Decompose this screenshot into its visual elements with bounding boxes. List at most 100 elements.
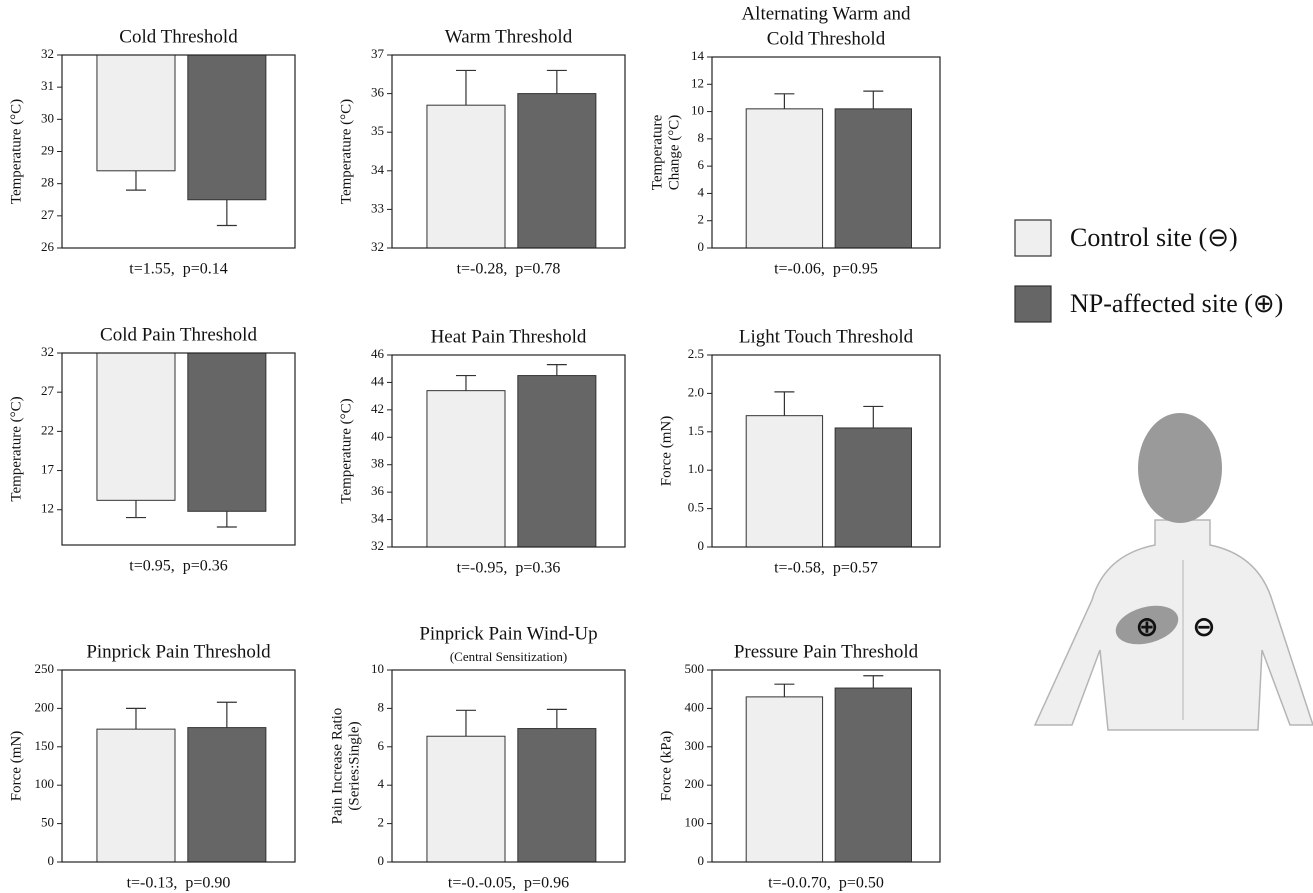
bar bbox=[97, 55, 175, 171]
y-tick-label: 100 bbox=[35, 776, 55, 791]
illustration: ⊕ ⊖ bbox=[1035, 413, 1313, 730]
y-tick-label: 34 bbox=[371, 511, 385, 526]
y-tick-label: 2 bbox=[378, 815, 385, 830]
y-tick-label: 0 bbox=[698, 239, 705, 254]
bar bbox=[518, 376, 596, 547]
legend-label: Control site (⊖) bbox=[1070, 223, 1238, 252]
y-tick-label: 32 bbox=[371, 538, 384, 553]
y-tick-label: 8 bbox=[378, 699, 385, 714]
annotation: t=0.95, p=0.36 bbox=[129, 558, 228, 575]
y-tick-label: 35 bbox=[371, 123, 384, 138]
bar bbox=[746, 416, 822, 547]
head bbox=[1138, 413, 1222, 523]
chart-title: Cold Threshold bbox=[119, 26, 238, 47]
bar bbox=[427, 105, 505, 248]
y-axis-label: Temperature (°C) bbox=[338, 99, 354, 204]
legend-swatch bbox=[1015, 220, 1051, 256]
y-tick-label: 1.0 bbox=[688, 461, 704, 476]
annotation: t=-0.95, p=0.36 bbox=[457, 560, 561, 577]
y-tick-label: 150 bbox=[35, 738, 55, 753]
y-tick-label: 12 bbox=[691, 75, 704, 90]
bar bbox=[97, 729, 175, 862]
panel: Cold Pain ThresholdTemperature (°C)12172… bbox=[8, 324, 295, 574]
y-tick-label: 17 bbox=[41, 462, 55, 477]
chart-title: Alternating Warm and bbox=[741, 3, 911, 24]
annotation: t=-0.-0.05, p=0.96 bbox=[448, 875, 569, 892]
annotation: t=-0.58, p=0.57 bbox=[774, 560, 878, 577]
y-tick-label: 0.5 bbox=[688, 500, 704, 515]
chart-title: Pressure Pain Threshold bbox=[734, 641, 919, 662]
y-tick-label: 300 bbox=[685, 738, 705, 753]
bar bbox=[427, 736, 505, 862]
bar bbox=[97, 353, 175, 500]
y-axis-label: Temperature (°C) bbox=[338, 398, 354, 503]
y-tick-label: 31 bbox=[41, 78, 54, 93]
chart-title: Pinprick Pain Threshold bbox=[86, 641, 271, 662]
y-tick-label: 30 bbox=[41, 110, 54, 125]
chart-title: Warm Threshold bbox=[445, 26, 573, 47]
y-tick-label: 0 bbox=[698, 538, 705, 553]
y-axis-label: Change (°C) bbox=[666, 115, 682, 191]
bar bbox=[746, 109, 822, 248]
y-axis-label: (Series:Single) bbox=[346, 721, 362, 810]
y-tick-label: 0 bbox=[48, 853, 55, 868]
y-tick-label: 0 bbox=[698, 853, 705, 868]
y-tick-label: 33 bbox=[371, 200, 384, 215]
chart-title: Cold Threshold bbox=[767, 28, 886, 49]
y-tick-label: 32 bbox=[371, 239, 384, 254]
legend-swatch bbox=[1015, 286, 1051, 322]
y-tick-label: 6 bbox=[378, 738, 385, 753]
chart-title: Light Touch Threshold bbox=[739, 326, 914, 347]
y-tick-label: 29 bbox=[41, 142, 54, 157]
bar bbox=[188, 55, 266, 200]
y-tick-label: 2.0 bbox=[688, 384, 704, 399]
y-tick-label: 22 bbox=[41, 422, 54, 437]
legend-label: NP-affected site (⊕) bbox=[1070, 289, 1283, 318]
y-tick-label: 14 bbox=[691, 48, 705, 63]
y-tick-label: 12 bbox=[41, 501, 54, 516]
y-axis-label: Force (kPa) bbox=[658, 731, 674, 801]
annotation: t=-0.28, p=0.78 bbox=[457, 261, 561, 278]
y-tick-label: 200 bbox=[35, 699, 55, 714]
y-axis-label: Pain Increase Ratio bbox=[329, 708, 345, 825]
bar bbox=[835, 109, 911, 248]
y-tick-label: 6 bbox=[698, 157, 705, 172]
annotation: t=-0.13, p=0.90 bbox=[127, 875, 231, 892]
y-tick-label: 500 bbox=[685, 661, 705, 676]
y-tick-label: 250 bbox=[35, 661, 55, 676]
y-tick-label: 10 bbox=[371, 661, 384, 676]
y-tick-label: 200 bbox=[685, 776, 705, 791]
y-tick-label: 8 bbox=[698, 130, 705, 145]
chart-title: Cold Pain Threshold bbox=[100, 324, 257, 345]
y-tick-label: 2 bbox=[698, 212, 705, 227]
y-axis-label: Temperature (°C) bbox=[8, 99, 24, 204]
bar bbox=[518, 94, 596, 248]
y-tick-label: 400 bbox=[685, 699, 705, 714]
panel: Cold Threshold Temperature (°C) 26 27 28 29 30… bbox=[8, 26, 295, 277]
bar bbox=[835, 428, 911, 547]
bar bbox=[188, 728, 266, 862]
y-tick-label: 0 bbox=[378, 853, 385, 868]
figure: ⊕ ⊖ Control site (⊖) NP-affected site (⊕)… bbox=[0, 0, 1313, 893]
annotation: t=-0.0.70, p=0.50 bbox=[768, 875, 884, 892]
panel: Alternating Warm and Cold Threshold Temper… bbox=[649, 3, 940, 277]
y-tick-label: 10 bbox=[691, 103, 704, 118]
y-axis-label: Force (mN) bbox=[8, 731, 24, 801]
y-tick-label: 28 bbox=[41, 175, 54, 190]
y-tick-label: 4 bbox=[378, 776, 385, 791]
y-tick-label: 4 bbox=[698, 184, 705, 199]
y-tick-label: 32 bbox=[41, 46, 54, 61]
y-tick-label: 36 bbox=[371, 85, 385, 100]
y-axis-label: Temperature bbox=[649, 114, 665, 190]
y-tick-label: 27 bbox=[41, 207, 55, 222]
y-tick-label: 26 bbox=[41, 239, 55, 254]
y-tick-label: 2.5 bbox=[688, 346, 704, 361]
y-tick-label: 46 bbox=[371, 346, 385, 361]
annotation: t=1.55, p=0.14 bbox=[129, 261, 228, 278]
bar bbox=[746, 697, 822, 862]
bar bbox=[188, 353, 266, 511]
plus-label: ⊕ bbox=[1135, 610, 1158, 643]
